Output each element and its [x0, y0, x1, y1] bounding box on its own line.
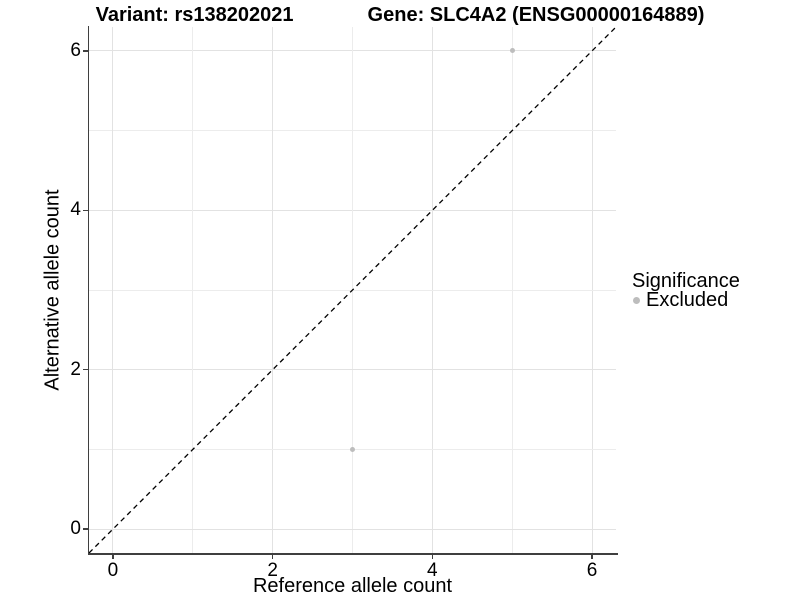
plot-panel: 0 2 4 6 0 2 4 6	[70, 26, 618, 581]
x-tick-label: 4	[427, 560, 438, 581]
x-axis-tick	[431, 554, 434, 559]
legend-entry-label: Excluded	[646, 289, 729, 311]
y-axis-tick	[83, 368, 88, 371]
y-tick-label: 4	[70, 199, 81, 221]
gridline-horizontal	[89, 369, 616, 371]
y-tick-label: 6	[70, 39, 81, 61]
legend-entry-excluded: Excluded	[633, 290, 740, 310]
data-point	[509, 48, 515, 54]
identity-dashed-line	[88, 26, 617, 554]
x-axis-tick	[591, 554, 593, 559]
x-axis-tick	[271, 554, 274, 559]
y-axis-tick	[83, 209, 88, 212]
y-axis-title: Alternative allele count	[42, 189, 65, 391]
y-axis-line	[87, 26, 89, 555]
legend-title: Significance	[632, 270, 740, 292]
legend: Significance Excluded	[632, 271, 740, 310]
y-axis-title-wrap: Alternative allele count	[40, 27, 66, 553]
y-tick-label: 0	[70, 518, 81, 540]
y-tick-label: 2	[70, 358, 81, 380]
x-tick-label: 2	[267, 560, 278, 581]
x-axis-title: Reference allele count	[252, 575, 452, 597]
gridline-vertical	[272, 27, 274, 553]
identity-line-svg	[88, 26, 617, 554]
x-tick-label: 6	[586, 560, 598, 581]
y-axis-tick	[83, 50, 88, 52]
x-axis-tick	[112, 554, 114, 559]
plot-title-variant: Variant: rs138202021	[95, 4, 294, 26]
gridline-vertical	[192, 27, 194, 553]
gridline-horizontal	[89, 528, 616, 530]
x-tick-label: 0	[107, 560, 119, 581]
y-axis-tick	[83, 528, 88, 530]
gridline-vertical	[112, 27, 114, 553]
plot-title-gene: Gene: SLC4A2 (ENSG00000164889)	[367, 4, 705, 26]
x-axis-line	[87, 553, 618, 555]
data-point	[350, 446, 355, 452]
legend-marker-dot	[633, 296, 640, 304]
plot-title: Variant: rs138202021 Gene: SLC4A2 (ENSG0…	[0, 3, 800, 27]
